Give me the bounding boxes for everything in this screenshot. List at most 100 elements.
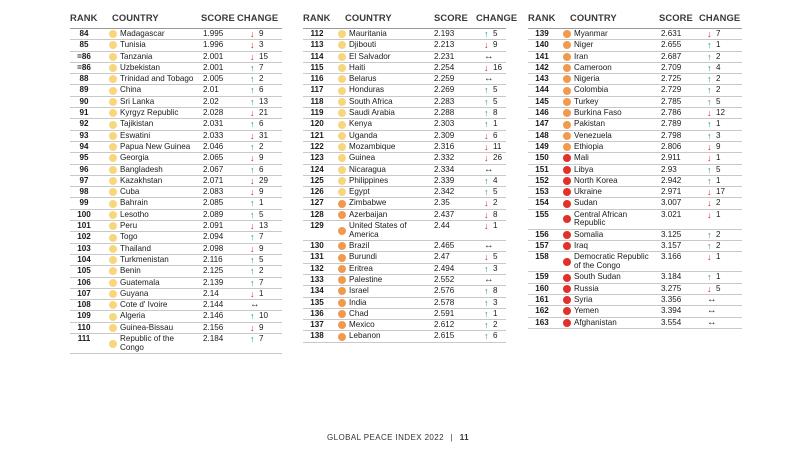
arrow-up-icon: ↑ [484, 29, 489, 39]
score-cell: 2.14 [203, 288, 219, 298]
arrow-down-icon: ↓ [250, 51, 255, 62]
arrow-left-right-icon: ↔ [484, 240, 494, 252]
peace-level-dot-icon [338, 64, 346, 73]
change-cell: 31 [259, 130, 269, 140]
page-number: 11 [459, 433, 469, 442]
arrow-up-icon: ↑ [250, 209, 255, 220]
country-cell: Colombia [574, 85, 609, 95]
peace-level-dot-icon [563, 215, 571, 224]
score-cell: 2.786 [661, 108, 682, 118]
country-cell: Honduras [349, 85, 385, 95]
table-row: 148 Venezuela 2.798 ↑ 3 [528, 131, 742, 142]
arrow-down-icon: ↓ [707, 252, 712, 263]
rank-cell: 84 [79, 29, 89, 38]
peace-level-dot-icon [109, 120, 117, 129]
score-cell: 2.942 [661, 175, 682, 185]
arrow-left-right-icon: ↔ [484, 163, 494, 175]
score-cell: 2.655 [661, 40, 682, 50]
score-cell: 3.275 [661, 283, 682, 293]
change-cell: 1 [259, 288, 264, 298]
table-row: 91 Kyrgyz Republic 2.028 ↓ 21 [70, 108, 282, 120]
score-cell: 2.146 [203, 311, 224, 321]
score-cell: 2.139 [203, 277, 224, 287]
change-cell: 1 [716, 40, 721, 50]
report-title: GLOBAL PEACE INDEX 2022 [327, 433, 444, 442]
table-row: 110 Guinea-Bissau 2.156 ↓ 9 [70, 323, 282, 335]
change-cell: 9 [259, 153, 264, 163]
score-cell: 3.007 [661, 198, 682, 208]
score-cell: 2.089 [203, 209, 224, 219]
country-cell: Bangladesh [120, 164, 163, 174]
peace-level-dot-icon [109, 222, 117, 231]
peace-level-dot-icon [563, 154, 571, 163]
rank-cell: 123 [310, 153, 324, 163]
rank-cell: 132 [310, 263, 324, 273]
table-row: 157 Iraq 3.157 ↑ 2 [528, 241, 742, 253]
rank-cell: 88 [79, 74, 89, 84]
score-cell: 2.789 [661, 119, 682, 129]
score-cell: 2.259 [434, 74, 455, 84]
peace-level-dot-icon [563, 52, 571, 61]
country-header: COUNTRY [345, 12, 392, 23]
table-header: RANK COUNTRY SCORE CHANGE [70, 8, 282, 28]
table-row: 114 El Salvador 2.231 ↔ [303, 51, 506, 63]
arrow-up-icon: ↑ [250, 119, 255, 130]
score-cell: 2.067 [203, 164, 224, 174]
country-cell: Democratic Republic of the Congo [574, 252, 649, 270]
table-row: 142 Cameroon 2.709 ↑ 4 [528, 62, 742, 75]
rank-cell: 151 [535, 164, 549, 174]
rank-cell: 119 [310, 108, 324, 118]
country-cell: Cameroon [574, 62, 612, 72]
rank-cell: 150 [535, 153, 549, 163]
rank-cell: 118 [310, 96, 324, 106]
table-row: 105 Benin 2.125 ↑ 2 [70, 266, 282, 278]
peace-level-dot-icon [563, 97, 571, 106]
score-cell: 2.303 [434, 119, 455, 129]
rank-cell: 92 [79, 119, 89, 129]
rank-cell: 91 [79, 108, 89, 118]
peace-level-dot-icon [109, 52, 117, 61]
arrow-up-icon: ↑ [707, 85, 712, 96]
peace-level-dot-icon [563, 131, 571, 140]
arrow-down-icon: ↓ [250, 130, 255, 141]
rank-cell: 146 [535, 108, 549, 118]
country-cell: Tanzania [120, 51, 153, 61]
rank-cell: 161 [535, 294, 549, 304]
score-cell: 2.785 [661, 96, 682, 106]
peace-level-dot-icon [338, 264, 346, 273]
table-row: 135 India 2.578 ↑ 3 [303, 298, 506, 309]
change-cell: 11 [493, 141, 502, 151]
change-cell: 2 [493, 320, 498, 330]
change-cell: 7 [716, 29, 721, 38]
table-row: 95 Georgia 2.065 ↓ 9 [70, 153, 282, 165]
arrow-up-icon: ↑ [707, 241, 712, 252]
arrow-down-icon: ↓ [250, 243, 255, 254]
rank-cell: 85 [79, 40, 89, 50]
table-row: 146 Burkina Faso 2.786 ↓ 12 [528, 108, 742, 120]
change-cell: 5 [259, 254, 264, 264]
change-cell: 1 [716, 209, 721, 219]
country-cell: El Salvador [349, 51, 391, 61]
score-cell: 2.93 [661, 164, 677, 174]
change-cell: 10 [259, 311, 269, 321]
score-cell: 2.339 [434, 175, 455, 185]
score-cell: 2.911 [661, 153, 681, 163]
table-body: 84 Madagascar 1.995 ↓ 9 85 Tunisia 1.996 ↓ 3 =86 Ta… [70, 28, 282, 355]
country-cell: Burkina Faso [574, 108, 622, 118]
change-cell: 2 [716, 74, 721, 84]
rank-cell: 157 [535, 241, 549, 251]
change-cell: 12 [716, 108, 726, 118]
country-header: COUNTRY [570, 12, 617, 23]
table-row: 84 Madagascar 1.995 ↓ 9 [70, 29, 282, 41]
score-cell: 2.971 [661, 187, 682, 197]
table-row: 160 Russia 3.275 ↓ 5 [528, 284, 742, 295]
rank-cell: 112 [310, 29, 324, 38]
table-row: 94 Papua New Guinea 2.046 ↑ 2 [70, 142, 282, 154]
score-cell: 2.687 [661, 51, 682, 61]
peace-level-dot-icon [109, 301, 117, 310]
peace-level-dot-icon [563, 143, 571, 152]
rank-cell: 120 [310, 119, 324, 129]
score-cell: 3.166 [661, 252, 682, 262]
score-cell: 2.44 [434, 221, 450, 231]
score-cell: 2.437 [434, 209, 455, 219]
